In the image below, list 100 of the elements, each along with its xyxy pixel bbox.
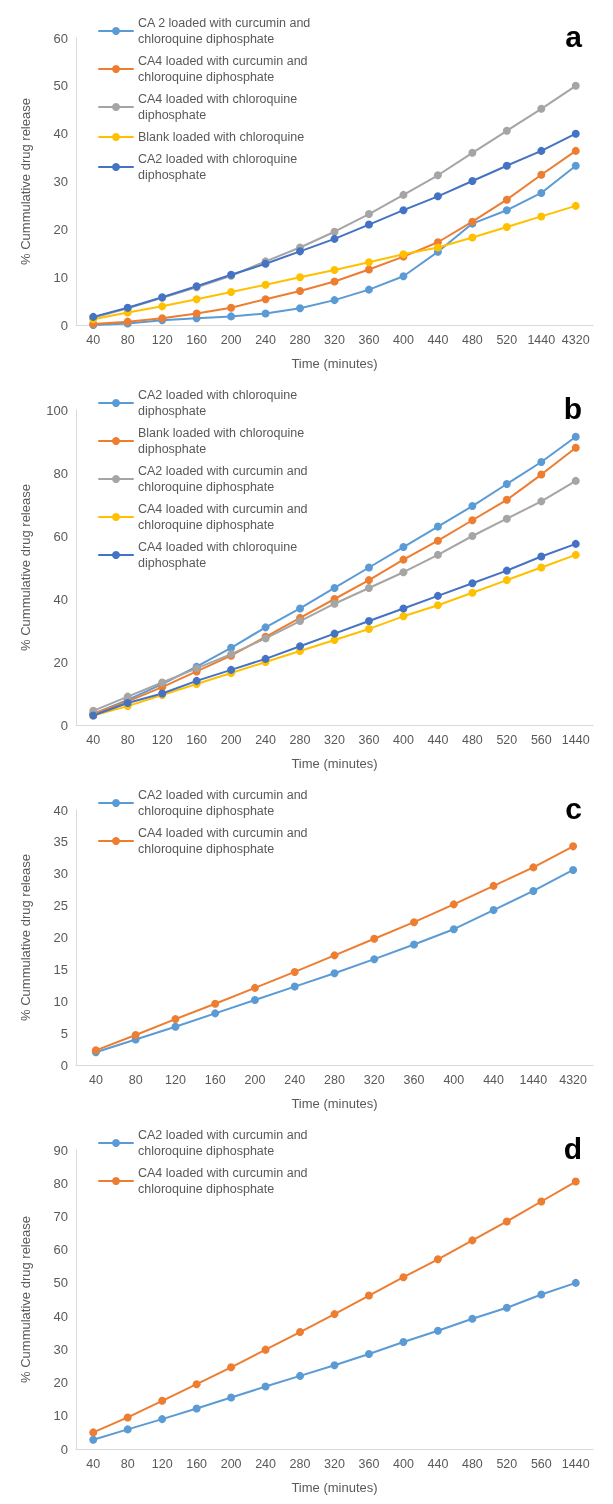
point — [537, 552, 546, 561]
y-tick-label: 20 — [53, 930, 68, 945]
point — [364, 285, 373, 294]
legend-label: CA 2 loaded with curcumin and chloroquine diphosphate — [138, 16, 314, 46]
point — [537, 212, 546, 221]
point — [571, 432, 580, 441]
x-axis-title: Time (minutes) — [291, 356, 378, 371]
legend-label: CA2 loaded with chloroquine diphosphate — [138, 388, 301, 418]
y-tick-label: 70 — [53, 1208, 68, 1224]
x-tick-label: 1440 — [527, 332, 556, 347]
x-tick-label: 40 — [88, 1072, 103, 1087]
x-tick-label: 120 — [151, 1456, 173, 1471]
point — [296, 304, 305, 313]
point — [211, 999, 220, 1008]
x-tick-label: 200 — [220, 1456, 242, 1471]
point — [468, 177, 477, 186]
x-tick-label: 400 — [393, 332, 414, 347]
x-tick-label: 440 — [483, 1072, 505, 1087]
point — [123, 1413, 132, 1422]
point — [502, 495, 511, 504]
point — [571, 1278, 580, 1287]
point — [399, 612, 408, 621]
point — [171, 1022, 180, 1031]
chart-title: c — [565, 791, 582, 825]
point — [468, 148, 477, 157]
point — [468, 579, 477, 588]
y-tick-label: 5 — [60, 1025, 68, 1041]
point — [330, 265, 339, 274]
point — [399, 190, 408, 199]
x-tick-label: 80 — [120, 332, 135, 347]
point — [364, 220, 373, 229]
point — [364, 210, 373, 219]
y-tick-label: 10 — [53, 269, 68, 285]
x-tick-label: 400 — [393, 1456, 414, 1471]
x-tick-label: 320 — [324, 1456, 345, 1471]
point — [261, 309, 270, 318]
point — [330, 629, 339, 638]
point — [330, 583, 339, 592]
point — [296, 273, 305, 282]
point — [537, 497, 546, 506]
y-tick-label: 0 — [60, 1441, 68, 1457]
legend-label: CA4 loaded with curcumin and chloroquine diphosphate — [138, 54, 312, 84]
y-tick-label: 100 — [46, 402, 68, 418]
point — [296, 1328, 305, 1337]
point — [192, 309, 201, 318]
point — [537, 470, 546, 479]
point — [410, 940, 419, 949]
point — [296, 604, 305, 613]
point — [571, 81, 580, 90]
point — [399, 206, 408, 215]
y-axis-title: % Cummulative drug release — [18, 484, 33, 651]
point — [468, 588, 477, 597]
point — [296, 642, 305, 651]
x-tick-label: 480 — [461, 1456, 483, 1471]
legend-label: CA4 loaded with curcumin and chloroquine diphosphate — [138, 826, 312, 856]
point — [571, 476, 580, 485]
x-tick-label: 360 — [358, 1456, 380, 1471]
point — [227, 1393, 236, 1402]
point — [468, 502, 477, 511]
point — [529, 863, 538, 872]
point — [571, 146, 580, 155]
point — [433, 1326, 442, 1335]
x-tick-label: 240 — [255, 1456, 277, 1471]
y-tick-label: 30 — [53, 174, 68, 189]
point — [192, 1380, 201, 1389]
point — [296, 617, 305, 626]
point — [502, 514, 511, 523]
point — [370, 934, 379, 943]
legend-label: Blank loaded with chloroquine diphosphate — [138, 426, 308, 456]
point — [502, 1217, 511, 1226]
y-tick-label: 40 — [53, 591, 68, 607]
x-tick-label: 160 — [204, 1072, 226, 1087]
point — [537, 1290, 546, 1299]
point — [537, 1197, 546, 1206]
point — [468, 516, 477, 525]
point — [529, 886, 538, 895]
x-tick-label: 320 — [363, 1072, 385, 1087]
point — [158, 302, 167, 311]
point — [399, 543, 408, 552]
point — [433, 522, 442, 531]
y-tick-label: 10 — [53, 1408, 68, 1424]
point — [364, 583, 373, 592]
x-tick-label: 400 — [393, 732, 414, 747]
x-tick-label: 200 — [220, 332, 242, 347]
point — [489, 881, 498, 890]
x-tick-label: 280 — [289, 1456, 311, 1471]
point — [296, 287, 305, 296]
point — [502, 126, 511, 135]
chart-title: d — [563, 1131, 582, 1165]
point — [433, 171, 442, 180]
x-tick-label: 480 — [461, 732, 483, 747]
x-tick-label: 320 — [324, 332, 345, 347]
x-tick-label: 1440 — [561, 732, 590, 747]
point — [250, 995, 259, 1004]
y-tick-label: 10 — [53, 993, 68, 1009]
x-tick-label: 440 — [427, 332, 449, 347]
point — [227, 1363, 236, 1372]
point — [330, 227, 339, 236]
point — [489, 906, 498, 915]
y-axis-title: % Cummulative drug release — [18, 1216, 33, 1383]
